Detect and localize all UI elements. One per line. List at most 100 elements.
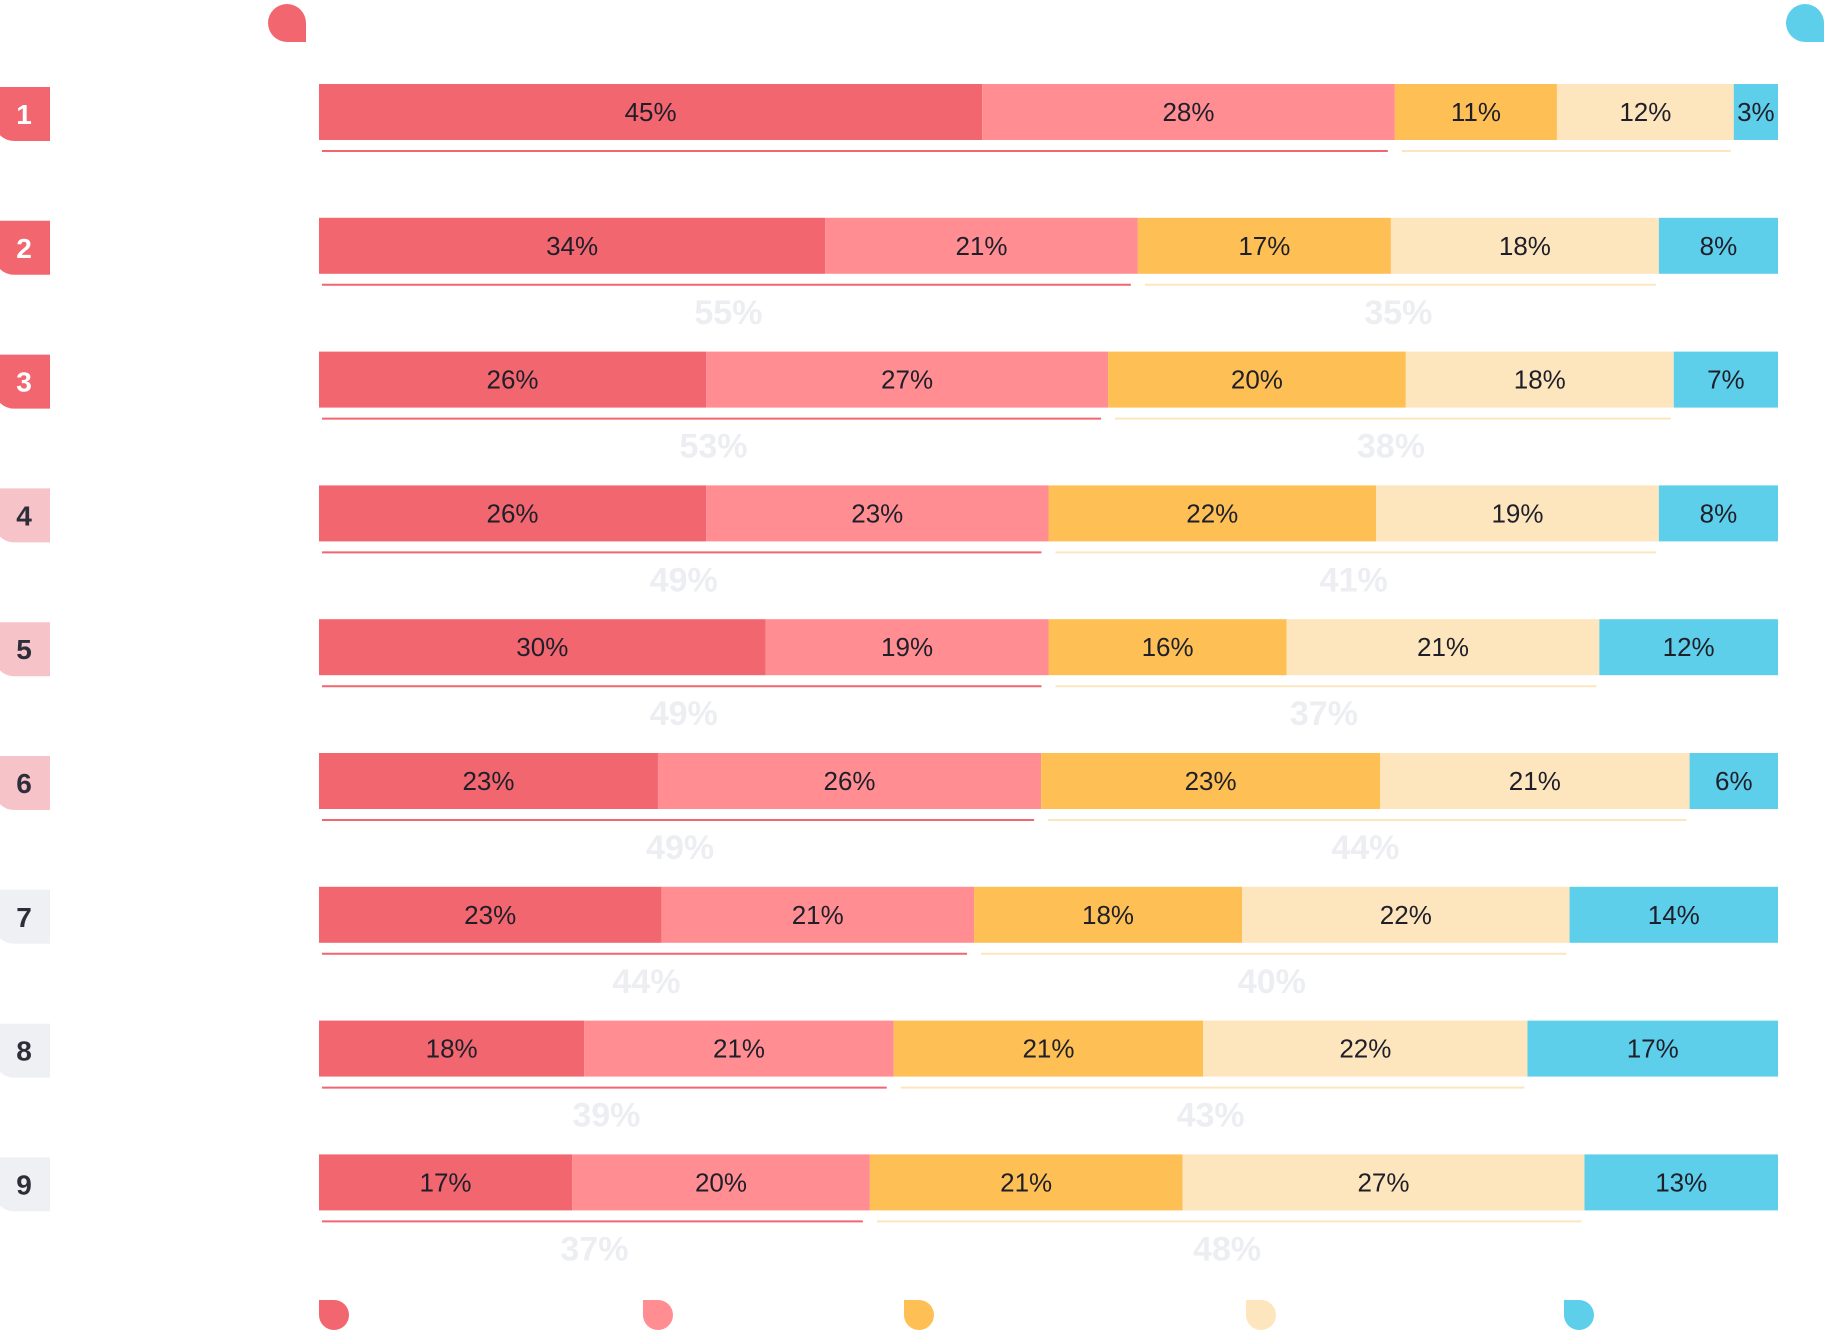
- data-label: 34%: [546, 231, 598, 261]
- bar-segment: [1203, 1020, 1528, 1077]
- legend-marker-icon: [904, 1300, 934, 1330]
- group-total-right: 40%: [1238, 963, 1306, 1001]
- bar-segment: [1584, 1154, 1778, 1211]
- bar-segment: [319, 753, 658, 809]
- data-label: 18%: [1514, 365, 1566, 395]
- bar-segment: [1569, 886, 1778, 943]
- bar-segment: [893, 1020, 1204, 1077]
- bar-segment: [319, 619, 766, 676]
- header-marker-right-icon: [1786, 4, 1824, 42]
- bar-segment: [319, 886, 662, 943]
- data-label: 22%: [1339, 1034, 1391, 1064]
- bar-segment: [1137, 217, 1391, 274]
- group-total-right: 44%: [1331, 829, 1399, 867]
- bar-segment: [657, 753, 1042, 809]
- legend-marker-icon: [1564, 1300, 1594, 1330]
- data-label: 17%: [1627, 1034, 1679, 1064]
- data-label: 23%: [851, 498, 903, 528]
- bar-segment: [1182, 1154, 1585, 1211]
- bar-segment: [1041, 753, 1381, 809]
- data-label: 21%: [955, 231, 1007, 261]
- data-label: 22%: [1380, 900, 1432, 930]
- data-label: 8%: [1700, 498, 1738, 528]
- data-label: 26%: [487, 498, 539, 528]
- rank-number: 5: [16, 634, 32, 665]
- rank-badge: [0, 622, 50, 677]
- data-label: 21%: [1417, 632, 1469, 662]
- data-label: 27%: [881, 365, 933, 395]
- rank-number: 1: [16, 99, 32, 130]
- group-total-left: 55%: [694, 294, 762, 332]
- data-label: 14%: [1648, 900, 1700, 930]
- data-label: 28%: [1162, 97, 1214, 127]
- bar-segment: [1733, 84, 1778, 140]
- bar-segment: [1048, 619, 1287, 676]
- group-total-left: 49%: [650, 695, 718, 733]
- bar-segment: [319, 485, 707, 542]
- group-total-left: 49%: [650, 561, 718, 599]
- legend-marker-icon: [643, 1300, 673, 1330]
- rank-number: 2: [16, 233, 32, 264]
- bar-segment: [1380, 753, 1690, 809]
- group-total-right: 48%: [1193, 1230, 1261, 1268]
- data-label: 6%: [1715, 766, 1753, 796]
- bar-segment: [1048, 485, 1377, 542]
- data-label: 18%: [426, 1034, 478, 1064]
- data-label: 17%: [420, 1167, 472, 1197]
- data-label: 19%: [881, 632, 933, 662]
- bar-segment: [319, 1154, 573, 1211]
- bar-segment: [1689, 753, 1778, 809]
- data-label: 21%: [1000, 1167, 1052, 1197]
- data-label: 8%: [1700, 231, 1738, 261]
- bar-segment: [1286, 619, 1600, 676]
- rank-badge: [0, 1157, 50, 1212]
- group-total-left: 39%: [572, 1097, 640, 1135]
- data-label: 17%: [1238, 231, 1290, 261]
- bar-segment: [869, 1154, 1183, 1211]
- data-label: 45%: [625, 97, 677, 127]
- rank-badge: [0, 87, 50, 141]
- bar-segment: [1599, 619, 1778, 676]
- bar-segment: [572, 1154, 870, 1211]
- data-label: 21%: [1022, 1034, 1074, 1064]
- bar-segment: [765, 619, 1049, 676]
- legend-marker-icon: [319, 1300, 349, 1330]
- data-label: 18%: [1499, 231, 1551, 261]
- data-label: 26%: [824, 766, 876, 796]
- group-total-left: 49%: [646, 829, 714, 867]
- bar-segment: [319, 1020, 585, 1077]
- bar-segment: [1405, 351, 1674, 408]
- data-label: 23%: [462, 766, 514, 796]
- bar-segment: [706, 485, 1049, 542]
- rank-number: 8: [16, 1036, 32, 1067]
- group-total-right: 37%: [1290, 695, 1358, 733]
- data-label: 21%: [792, 900, 844, 930]
- bar-segment: [1556, 84, 1734, 140]
- bar-segment: [319, 217, 826, 274]
- bar-segment: [1242, 886, 1570, 943]
- group-total-left: 44%: [612, 963, 680, 1001]
- bar-segment: [1658, 485, 1778, 542]
- group-total-left: 37%: [560, 1230, 628, 1268]
- group-total-right: 35%: [1364, 294, 1432, 332]
- bar-segment: [706, 351, 1109, 408]
- bar-segment: [319, 351, 707, 408]
- rank-badge: [0, 1023, 50, 1078]
- bar-segment: [1390, 217, 1659, 274]
- bar-segment: [1108, 351, 1406, 408]
- data-label: 7%: [1707, 365, 1745, 395]
- rank-badge: [0, 889, 50, 944]
- data-label: 19%: [1491, 498, 1543, 528]
- bar-segment: [1527, 1020, 1778, 1077]
- group-total-right: 38%: [1357, 428, 1425, 466]
- data-label: 21%: [713, 1034, 765, 1064]
- data-label: 23%: [1185, 766, 1237, 796]
- data-label: 30%: [516, 632, 568, 662]
- group-total-left: 53%: [679, 428, 747, 466]
- rank-badge: [0, 220, 50, 275]
- header-marker-left-icon: [268, 4, 306, 42]
- bar-segment: [1394, 84, 1557, 140]
- bar-segment: [1658, 217, 1778, 274]
- data-label: 12%: [1619, 97, 1671, 127]
